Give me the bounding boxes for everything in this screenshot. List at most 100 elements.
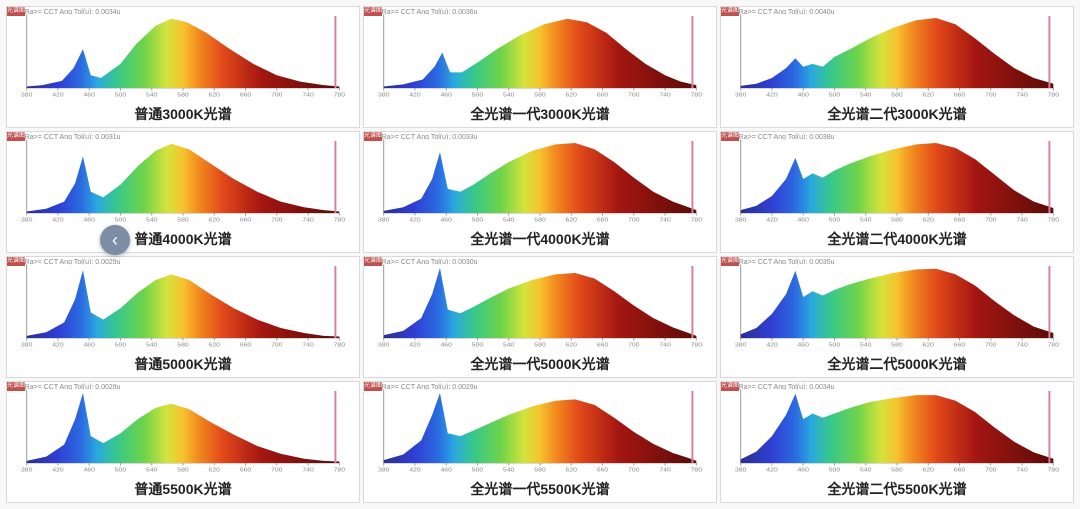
svg-text:620: 620 [566,92,578,98]
svg-text:420: 420 [409,467,421,473]
svg-text:540: 540 [503,92,515,98]
svg-text:740: 740 [1016,467,1028,473]
svg-text:420: 420 [409,342,421,348]
svg-text:700: 700 [271,467,283,473]
svg-text:500: 500 [115,467,127,473]
spectrum-plot: 380420460500540580620660700740780 [13,11,353,103]
svg-text:580: 580 [177,467,189,473]
chart-caption: 全光谱二代5500K光谱 [721,478,1073,502]
svg-text:420: 420 [766,217,778,223]
svg-text:500: 500 [829,342,841,348]
svg-text:580: 580 [177,217,189,223]
svg-text:540: 540 [503,467,515,473]
spectrum-plot: 380420460500540580620660700740780 [727,386,1067,478]
svg-text:420: 420 [766,92,778,98]
svg-text:580: 580 [534,467,546,473]
svg-text:700: 700 [985,92,997,98]
svg-text:380: 380 [735,467,747,473]
svg-text:660: 660 [954,467,966,473]
svg-text:660: 660 [597,342,609,348]
svg-text:380: 380 [378,217,390,223]
svg-text:780: 780 [691,467,703,473]
svg-text:780: 780 [1048,342,1060,348]
chart-caption: 全光谱一代4000K光谱 [364,228,716,252]
spectrum-cell: 光谱图 Ra>= CCT Ang Tol(u): 0.0029u 3804204… [6,256,360,378]
svg-text:700: 700 [271,92,283,98]
svg-text:380: 380 [378,467,390,473]
svg-text:660: 660 [240,342,252,348]
svg-text:460: 460 [797,467,809,473]
svg-text:580: 580 [891,342,903,348]
svg-text:420: 420 [52,467,64,473]
spectrum-cell: 光谱图 Ra>= CCT Ang Tol(u): 0.0036u 3804204… [363,6,717,128]
chart-caption: 普通3000K光谱 [7,103,359,127]
svg-text:380: 380 [21,342,33,348]
svg-text:580: 580 [891,92,903,98]
svg-text:660: 660 [597,92,609,98]
svg-text:460: 460 [440,92,452,98]
svg-text:420: 420 [52,342,64,348]
svg-text:460: 460 [83,467,95,473]
spectrum-cell: 光谱图 Ra>= CCT Ang Tol(u): 0.0034u 3804204… [6,6,360,128]
svg-text:700: 700 [985,342,997,348]
back-button[interactable]: ‹ [100,225,130,255]
spectrum-plot: 380420460500540580620660700740780 [727,261,1067,353]
svg-text:780: 780 [691,217,703,223]
svg-text:540: 540 [860,467,872,473]
svg-text:620: 620 [566,217,578,223]
svg-text:700: 700 [628,342,640,348]
svg-text:700: 700 [628,217,640,223]
spectrum-cell: 光谱图 Ra>= CCT Ang Tol(u): 0.0033u 3804204… [363,131,717,253]
svg-text:740: 740 [302,467,314,473]
svg-text:380: 380 [21,467,33,473]
spectrum-plot: 380420460500540580620660700740780 [13,386,353,478]
spectrum-cell: 光谱图 Ra>= CCT Ang Tol(u): 0.0038u 3804204… [720,131,1074,253]
svg-text:780: 780 [334,92,346,98]
svg-text:500: 500 [472,342,484,348]
svg-text:620: 620 [566,342,578,348]
spectrum-plot: 380420460500540580620660700740780 [727,11,1067,103]
svg-text:700: 700 [271,342,283,348]
svg-text:460: 460 [440,467,452,473]
svg-text:620: 620 [209,467,221,473]
spectrum-cell: 光谱图 Ra>= CCT Ang Tol(u): 0.0031u 3804204… [6,131,360,253]
svg-text:740: 740 [659,217,671,223]
svg-text:460: 460 [83,92,95,98]
svg-text:500: 500 [829,467,841,473]
svg-text:660: 660 [954,92,966,98]
svg-text:460: 460 [440,217,452,223]
spectrum-cell: 光谱图 Ra>= CCT Ang Tol(u): 0.0029u 3804204… [363,381,717,503]
svg-text:620: 620 [923,467,935,473]
svg-text:500: 500 [829,217,841,223]
svg-text:740: 740 [302,92,314,98]
chart-caption: 全光谱二代4000K光谱 [721,228,1073,252]
svg-text:660: 660 [954,342,966,348]
svg-text:580: 580 [177,342,189,348]
svg-text:500: 500 [472,217,484,223]
chart-caption: 全光谱二代5000K光谱 [721,353,1073,377]
svg-text:660: 660 [597,217,609,223]
svg-text:460: 460 [797,217,809,223]
svg-text:780: 780 [334,342,346,348]
svg-text:620: 620 [923,92,935,98]
chart-grid: 光谱图 Ra>= CCT Ang Tol(u): 0.0034u 3804204… [6,6,1074,503]
svg-text:420: 420 [52,92,64,98]
svg-text:460: 460 [83,342,95,348]
svg-text:540: 540 [146,342,158,348]
svg-text:540: 540 [146,92,158,98]
svg-text:700: 700 [628,467,640,473]
svg-text:380: 380 [21,217,33,223]
spectrum-cell: 光谱图 Ra>= CCT Ang Tol(u): 0.0028u 3804204… [6,381,360,503]
chart-caption: 普通4000K光谱 [7,228,359,252]
svg-text:420: 420 [52,217,64,223]
svg-text:540: 540 [146,467,158,473]
svg-text:500: 500 [472,467,484,473]
chart-caption: 全光谱二代3000K光谱 [721,103,1073,127]
svg-text:700: 700 [985,467,997,473]
chart-caption: 全光谱一代5000K光谱 [364,353,716,377]
svg-text:540: 540 [860,342,872,348]
svg-text:540: 540 [146,217,158,223]
spectrum-cell: 光谱图 Ra>= CCT Ang Tol(u): 0.0030u 3804204… [363,256,717,378]
chart-caption: 全光谱一代5500K光谱 [364,478,716,502]
chart-caption: 普通5000K光谱 [7,353,359,377]
